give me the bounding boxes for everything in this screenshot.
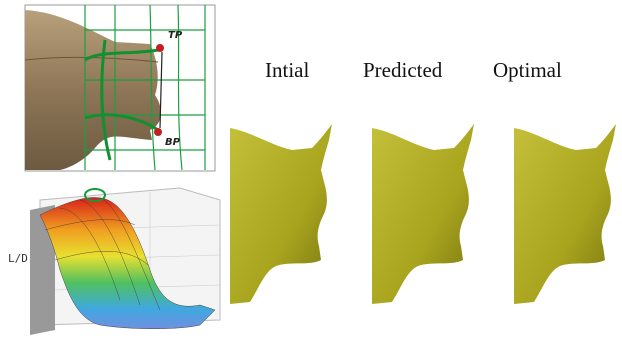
bottom-point-label: BP [165, 137, 181, 148]
top-point-label: TP [168, 30, 183, 41]
shape-label: Predicted [363, 58, 443, 82]
shape-label: Intial [265, 58, 309, 82]
figure: TP BP L/D Intial Predicted Optimal [0, 0, 622, 339]
shape-initial: Intial [230, 58, 332, 304]
shape-label: Optimal [493, 58, 562, 82]
shape-optimal: Optimal [493, 58, 616, 304]
shape-predicted: Predicted [363, 58, 474, 304]
surface-axis-label: L/D [8, 252, 28, 265]
surface-plot-panel: L/D [8, 188, 220, 335]
control-box-panel: TP BP [25, 5, 215, 171]
